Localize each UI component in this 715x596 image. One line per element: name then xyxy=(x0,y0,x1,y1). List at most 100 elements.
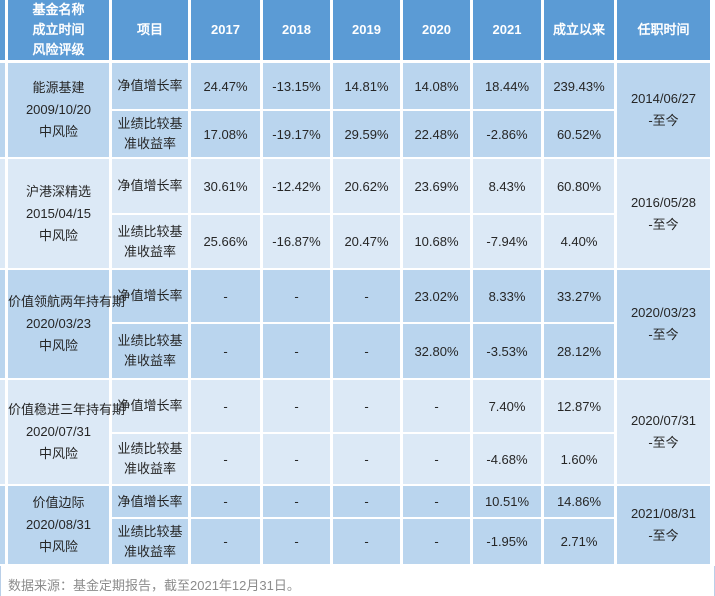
value-cell-nav: - xyxy=(263,380,333,435)
value-cell-nav: 8.43% xyxy=(473,159,544,216)
tenure-start-date: 2020/07/31 xyxy=(630,413,697,429)
header-row: 基金名称 成立时间 风险评级 项目 2017 2018 2019 2020 20… xyxy=(0,0,713,64)
metric-label-nav: 净值增长率 xyxy=(112,270,191,325)
fund-name-cell: 能源基建 2009/10/20 中风险 xyxy=(8,63,112,160)
value-cell-benchmark: 25.66% xyxy=(191,215,263,271)
fund-name-cell: 价值稳进三年持有期 2020/07/31 中风险 xyxy=(8,380,125,487)
value-cell-nav: - xyxy=(191,270,263,325)
tenure-cell: 2016/05/28 -至今 xyxy=(617,159,713,271)
tenure-start-date: 2021/08/31 xyxy=(630,506,697,522)
value-cell-benchmark: - xyxy=(333,324,403,381)
col-header-2019: 2019 xyxy=(333,0,403,64)
tenure-to-present: -至今 xyxy=(648,113,679,129)
col-header-since-inception: 成立以来 xyxy=(544,0,617,64)
value-cell-nav: - xyxy=(191,380,263,435)
fund-risk-rating: 中风险 xyxy=(38,446,78,462)
value-cell-benchmark: -16.87% xyxy=(263,215,333,271)
tenure-to-present: -至今 xyxy=(648,216,679,232)
row-left-sliver xyxy=(0,63,8,160)
fund-name: 价值边际 xyxy=(32,495,85,511)
value-cell-nav: - xyxy=(263,486,333,520)
value-cell-benchmark: -3.53% xyxy=(473,324,544,381)
metric-label-nav: 净值增长率 xyxy=(112,486,191,520)
tenure-to-present: -至今 xyxy=(648,528,679,544)
table-row: 业绩比较基准收益率 17.08% -19.17% 29.59% 22.48% -2.86%… xyxy=(0,111,713,160)
value-cell-benchmark: -1.95% xyxy=(473,519,544,567)
value-cell-nav: - xyxy=(191,486,263,520)
fund-risk-rating: 中风险 xyxy=(38,338,78,354)
value-cell-benchmark: 10.68% xyxy=(403,215,473,271)
value-cell-nav: - xyxy=(333,380,403,435)
value-cell-nav: 18.44% xyxy=(473,63,544,112)
value-cell-nav: 14.81% xyxy=(333,63,403,112)
value-cell-benchmark: 60.52% xyxy=(544,111,617,160)
col-header-2018: 2018 xyxy=(263,0,333,64)
value-cell-benchmark: - xyxy=(263,324,333,381)
tenure-cell: 2020/07/31 -至今 xyxy=(617,380,713,487)
tenure-start-date: 2014/06/27 xyxy=(630,91,697,107)
value-cell-benchmark: 17.08% xyxy=(191,111,263,160)
fund-risk-rating: 中风险 xyxy=(38,124,78,140)
metric-label-nav: 净值增长率 xyxy=(112,63,191,112)
fund-name-cell: 价值边际 2020/08/31 中风险 xyxy=(8,486,112,567)
value-cell-benchmark: - xyxy=(333,434,403,487)
col-header-2017: 2017 xyxy=(191,0,263,64)
value-cell-benchmark: -2.86% xyxy=(473,111,544,160)
value-cell-nav: -13.15% xyxy=(263,63,333,112)
value-cell-benchmark: 32.80% xyxy=(403,324,473,381)
value-cell-nav: 20.62% xyxy=(333,159,403,216)
fund-name-cell: 价值领航两年持有期 2020/03/23 中风险 xyxy=(8,270,125,381)
col-header-risk-line: 风险评级 xyxy=(32,42,85,58)
value-cell-nav: - xyxy=(263,270,333,325)
value-cell-benchmark: 1.60% xyxy=(544,434,617,487)
value-cell-nav: 24.47% xyxy=(191,63,263,112)
col-header-2020: 2020 xyxy=(403,0,473,64)
value-cell-benchmark: -4.68% xyxy=(473,434,544,487)
col-header-tenure: 任职时间 xyxy=(617,0,713,64)
metric-label-benchmark: 业绩比较基准收益率 xyxy=(112,519,191,567)
value-cell-benchmark: - xyxy=(403,519,473,567)
source-note-bar: 数据来源：基金定期报告，截至2021年12月31日。 xyxy=(0,566,715,596)
fund-name-cell: 沪港深精选 2015/04/15 中风险 xyxy=(8,159,112,271)
fund-inception-date: 2009/10/20 xyxy=(25,102,92,118)
fund-table-body: 能源基建 2009/10/20 中风险 净值增长率 24.47% -13.15% 14.81… xyxy=(0,63,713,567)
row-left-sliver xyxy=(0,486,8,567)
value-cell-nav: 30.61% xyxy=(191,159,263,216)
tenure-to-present: -至今 xyxy=(648,435,679,451)
value-cell-nav: - xyxy=(403,486,473,520)
fund-performance-table: 基金名称 成立时间 风险评级 项目 2017 2018 2019 2020 20… xyxy=(0,0,713,567)
fund-inception-date: 2020/08/31 xyxy=(25,517,92,533)
tenure-start-date: 2020/03/23 xyxy=(630,305,697,321)
value-cell-nav: 8.33% xyxy=(473,270,544,325)
fund-risk-rating: 中风险 xyxy=(38,227,78,243)
fund-inception-date: 2015/04/15 xyxy=(25,205,92,221)
row-left-sliver xyxy=(0,380,8,487)
value-cell-nav: 60.80% xyxy=(544,159,617,216)
value-cell-benchmark: 28.12% xyxy=(544,324,617,381)
col-header-fund-info: 基金名称 成立时间 风险评级 xyxy=(8,0,112,64)
value-cell-nav: 14.86% xyxy=(544,486,617,520)
value-cell-benchmark: - xyxy=(333,519,403,567)
col-header-item: 项目 xyxy=(112,0,191,64)
tenure-cell: 2020/03/23 -至今 xyxy=(617,270,713,381)
value-cell-benchmark: - xyxy=(191,434,263,487)
table-row: 价值稳进三年持有期 2020/07/31 中风险 净值增长率 - - - -7.40% 12.8… xyxy=(0,380,713,487)
header-left-sliver xyxy=(0,0,8,64)
value-cell-benchmark: 22.48% xyxy=(403,111,473,160)
value-cell-benchmark: 2.71% xyxy=(544,519,617,567)
value-cell-nav: 23.02% xyxy=(403,270,473,325)
value-cell-nav: - xyxy=(333,270,403,325)
metric-label-benchmark: 业绩比较基准收益率 xyxy=(112,434,191,487)
value-cell-nav: 12.87% xyxy=(544,380,617,435)
value-cell-benchmark: 4.40% xyxy=(544,215,617,271)
value-cell-nav: 7.40% xyxy=(473,380,544,435)
value-cell-benchmark: - xyxy=(263,434,333,487)
col-header-2021: 2021 xyxy=(473,0,544,64)
table-row: 业绩比较基准收益率 - - - - -1.95% 2.71% xyxy=(0,519,713,567)
table-row: 业绩比较基准收益率 - - -32.80% -3.53% 28.12% xyxy=(0,324,713,381)
metric-label-benchmark: 业绩比较基准收益率 xyxy=(112,324,191,381)
value-cell-benchmark: 29.59% xyxy=(333,111,403,160)
row-left-sliver xyxy=(0,270,8,381)
metric-label-benchmark: 业绩比较基准收益率 xyxy=(112,215,191,271)
